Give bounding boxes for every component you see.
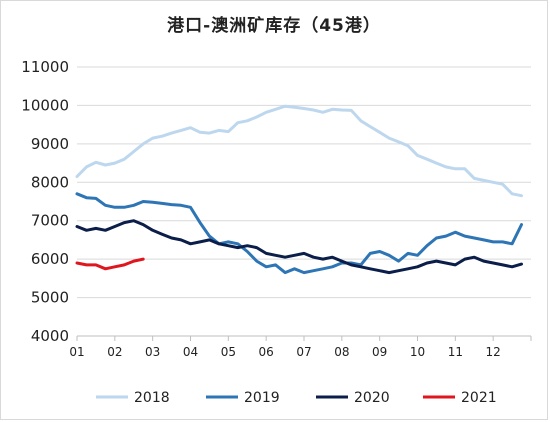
x-tick-label: 01 xyxy=(69,345,84,359)
y-tick-label: 4000 xyxy=(31,327,69,345)
x-tick-label: 08 xyxy=(334,345,349,359)
x-tick-label: 03 xyxy=(145,345,160,359)
series-line-2018 xyxy=(75,104,523,198)
x-tick-label: 04 xyxy=(183,345,198,359)
x-tick-label: 02 xyxy=(107,345,122,359)
y-tick-label: 7000 xyxy=(31,212,69,230)
legend-label-2019: 2019 xyxy=(244,390,280,406)
y-tick-label: 11000 xyxy=(21,58,69,76)
series-line-2020 xyxy=(75,219,523,275)
x-tick-label: 10 xyxy=(410,345,425,359)
legend-label-2021: 2021 xyxy=(461,390,497,406)
series-line-2021 xyxy=(75,257,145,271)
y-tick-label: 10000 xyxy=(21,96,69,114)
x-tick-label: 05 xyxy=(221,345,236,359)
legend-label-2020: 2020 xyxy=(354,390,390,406)
y-tick-label: 6000 xyxy=(31,250,69,268)
x-tick-label: 12 xyxy=(486,345,501,359)
y-tick-label: 9000 xyxy=(31,135,69,153)
x-tick-label: 09 xyxy=(372,345,387,359)
chart-title: 港口-澳洲矿库存（45港） xyxy=(167,16,381,36)
x-tick-label: 07 xyxy=(296,345,311,359)
legend-label-2018: 2018 xyxy=(134,390,170,406)
y-tick-label: 8000 xyxy=(31,173,69,191)
x-tick-label: 06 xyxy=(259,345,274,359)
y-tick-label: 5000 xyxy=(31,289,69,307)
series-line-2019 xyxy=(75,192,523,275)
x-tick-label: 11 xyxy=(448,345,463,359)
